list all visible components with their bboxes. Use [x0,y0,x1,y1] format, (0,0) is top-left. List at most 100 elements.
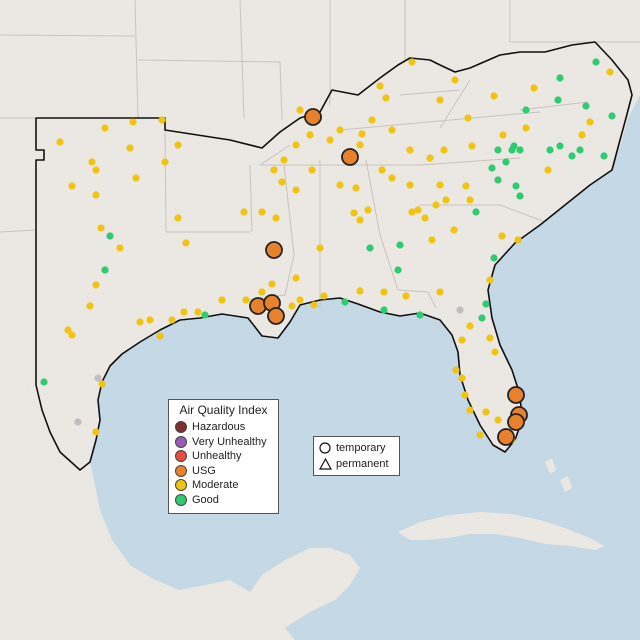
monitor-point [218,296,226,304]
monitor-point [421,214,429,222]
monitor-point [180,308,188,316]
monitor-point [416,311,424,319]
legend-label: Moderate [192,479,239,492]
monitor-point [464,114,472,122]
monitor-point [606,68,614,76]
monitor-point [126,144,134,152]
monitor-point [272,214,280,222]
monitor-point-usg [304,108,322,126]
monitor-point [408,58,416,66]
legend-label: Good [192,493,219,506]
legend-swatch [175,464,187,477]
monitor-point [396,241,404,249]
legend-label: Unhealthy [192,450,242,463]
monitor-point [514,236,522,244]
monitor-point-usg [265,241,283,259]
monitor-point [356,141,364,149]
legend-label-temporary: temporary [336,442,386,454]
monitor-point [462,182,470,190]
monitor-point [68,331,76,339]
monitor-point [201,311,209,319]
monitor-point [586,118,594,126]
monitor-point [306,131,314,139]
legend-item-hazardous: Hazardous [175,420,272,435]
monitor-point [582,102,590,110]
monitor-point [101,266,109,274]
monitor-point [608,112,616,120]
monitor-point [270,166,278,174]
legend-label: USG [192,464,216,477]
monitor-point [378,166,386,174]
legend-item-usg: USG [175,464,272,479]
monitor-point [512,182,520,190]
monitor-point [461,391,469,399]
monitor-point [556,74,564,82]
monitor-point [94,374,102,382]
monitor-point [522,106,530,114]
monitor-point [326,136,334,144]
triangle-icon [318,458,332,470]
aqi-legend: Air Quality Index Hazardous Very Unhealt… [168,399,279,514]
monitor-point [68,182,76,190]
monitor-point [292,141,300,149]
monitor-point [64,326,72,334]
monitor-point [242,296,250,304]
monitor-point [476,431,484,439]
monitor-point [451,76,459,84]
monitor-point [356,216,364,224]
monitor-point [358,130,366,138]
monitor-point [194,308,202,316]
monitor-point [428,236,436,244]
legend-label: Very Unhealthy [192,435,267,448]
monitor-point-usg [507,413,525,431]
monitor-point [466,406,474,414]
monitor-point [376,82,384,90]
monitor-point [74,418,82,426]
monitor-point [292,186,300,194]
monitor-point [382,94,390,102]
monitor-point [494,176,502,184]
state-borders [0,0,640,309]
cuba-land [398,512,605,550]
monitor-point [296,106,304,114]
monitor-point [296,296,304,304]
monitor-point [380,288,388,296]
monitor-point [502,158,510,166]
monitor-point [258,208,266,216]
monitor-point [490,254,498,262]
monitor-point [452,366,460,374]
monitor-point [288,302,296,310]
monitor-point [240,208,248,216]
monitor-point [174,214,182,222]
monitor-point [499,131,507,139]
monitor-point [136,318,144,326]
monitor-point [546,146,554,154]
monitor-point [352,184,360,192]
legend-swatch [175,435,187,448]
monitor-point [116,244,124,252]
monitor-point [568,152,576,160]
monitor-point [364,206,372,214]
monitor-point [578,131,586,139]
monitor-point [92,428,100,436]
monitor-point [486,334,494,342]
monitor-point [92,281,100,289]
monitor-point-usg [267,307,285,325]
monitor-point [268,280,276,288]
monitor-point [161,158,169,166]
monitor-point-usg [507,386,525,404]
legend-item-moderate: Moderate [175,478,272,493]
monitor-point [336,181,344,189]
monitor-point [472,208,480,216]
monitor-point [388,126,396,134]
monitor-point [491,348,499,356]
monitor-point [498,232,506,240]
legend-label: Hazardous [192,421,246,434]
monitor-point [600,152,608,160]
monitor-point [316,244,324,252]
legend-swatch [175,421,187,434]
monitor-point [368,116,376,124]
monitor-point [426,154,434,162]
monitor-point [394,266,402,274]
